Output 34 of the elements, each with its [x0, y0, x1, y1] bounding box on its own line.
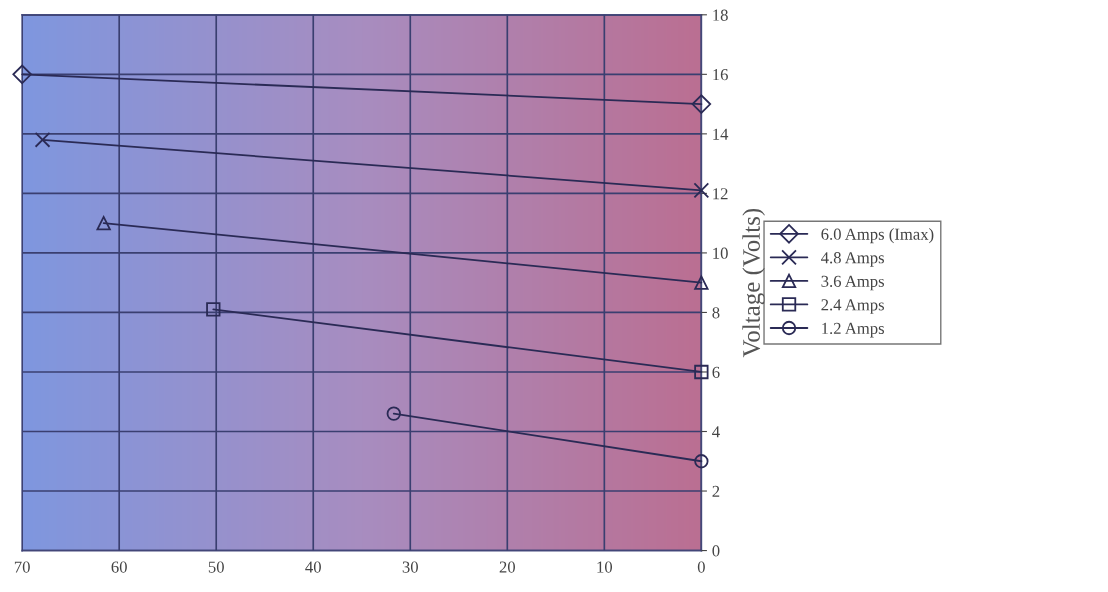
y-tick-label: 12	[713, 188, 728, 200]
x-tick-label: 70	[14, 561, 30, 573]
y-tick-label: 14	[713, 128, 729, 140]
y-tick-label: 2	[712, 485, 720, 497]
point	[694, 275, 709, 290]
x-tick-label: 10	[597, 561, 613, 573]
point	[693, 182, 710, 199]
y-tick-label: 8	[712, 307, 720, 319]
x-tick-label: 20	[499, 561, 515, 573]
point	[34, 131, 51, 148]
y-tick-label: 16	[713, 69, 728, 81]
x-tick-label: 60	[111, 561, 127, 573]
legend-label: 1.2 Amps	[822, 322, 884, 338]
y-tick-label: 4	[712, 426, 720, 438]
x-tick-label: 40	[305, 561, 321, 573]
legend-label: 3.6 Amps	[821, 275, 884, 291]
x-tick-label: 0	[697, 561, 705, 573]
point	[96, 215, 111, 231]
y-tick-label: 6	[712, 366, 720, 378]
x-tick-label: 50	[208, 561, 224, 573]
x-tick-label: 30	[402, 561, 418, 573]
point	[386, 406, 401, 421]
y-tick-label: 18	[713, 9, 728, 21]
point	[694, 364, 709, 380]
legend-label: 2.4 Amps	[821, 299, 884, 314]
legend-label: 6.0 Amps (Imax)	[821, 228, 934, 244]
y-tick-label: 0	[712, 545, 720, 557]
y-axis-title: Voltage (Volts)	[742, 208, 766, 358]
point	[691, 94, 712, 114]
point	[206, 302, 221, 317]
point	[12, 64, 32, 85]
point	[694, 454, 709, 469]
legend-label: 4.8 Amps	[821, 252, 884, 267]
y-tick-label: 10	[713, 247, 728, 259]
